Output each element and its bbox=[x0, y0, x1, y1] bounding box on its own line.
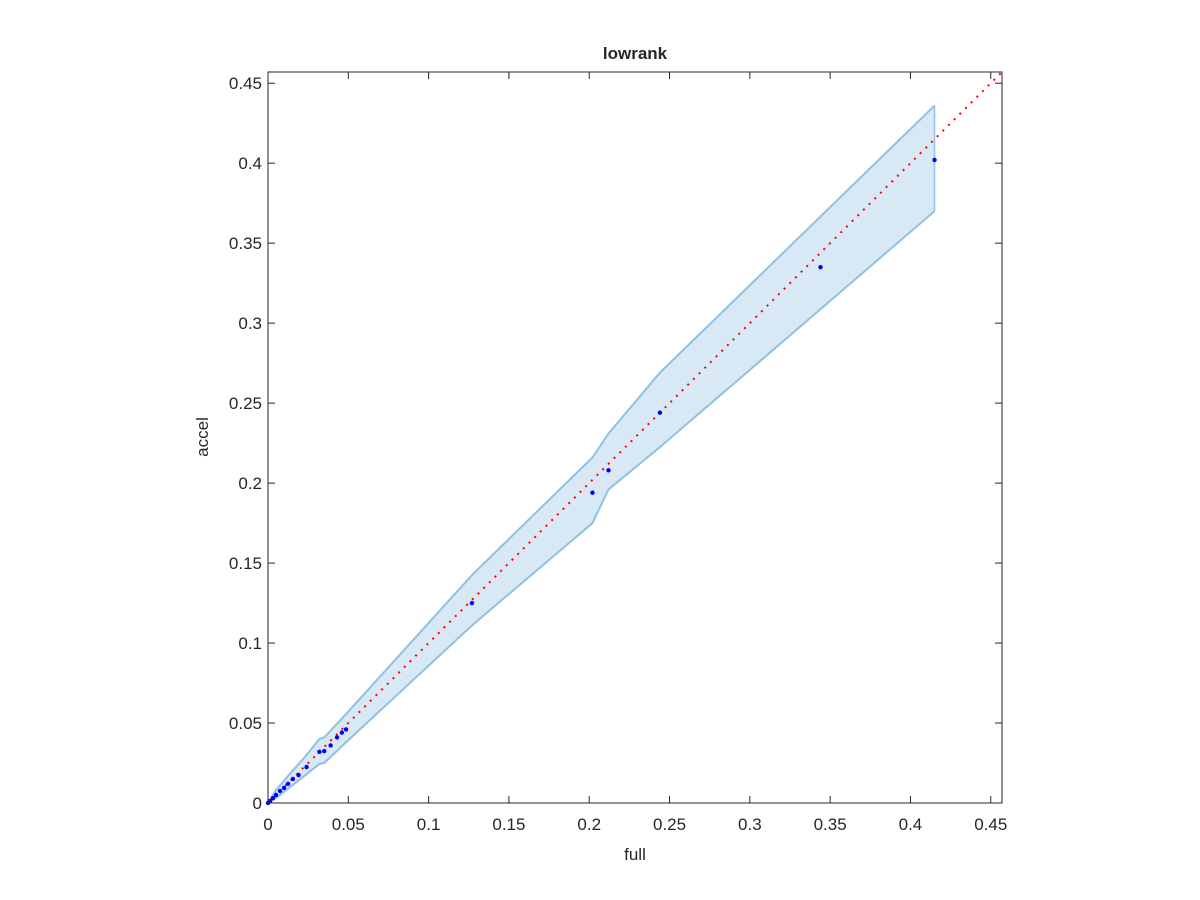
point bbox=[296, 772, 301, 778]
y-axis-label: accel bbox=[193, 417, 212, 457]
point bbox=[339, 730, 345, 735]
point bbox=[281, 785, 287, 791]
x-tick-label: 0.4 bbox=[899, 815, 923, 834]
point bbox=[285, 781, 291, 787]
x-tick-label: 0.05 bbox=[332, 815, 365, 834]
point bbox=[322, 748, 327, 754]
x-tick-label: 0.2 bbox=[577, 815, 601, 834]
x-tick-label: 0.25 bbox=[653, 815, 686, 834]
x-tick-label: 0.45 bbox=[974, 815, 1007, 834]
point bbox=[304, 764, 309, 770]
point bbox=[932, 157, 937, 163]
point bbox=[343, 727, 349, 732]
y-tick-label: 0.3 bbox=[238, 314, 262, 333]
band-area bbox=[268, 105, 935, 803]
x-tick-label: 0 bbox=[263, 815, 272, 834]
point bbox=[334, 735, 340, 740]
x-axis-label: full bbox=[624, 845, 646, 864]
point bbox=[328, 743, 333, 748]
y-tick-label: 0.05 bbox=[229, 714, 262, 733]
y-tick-label: 0.25 bbox=[229, 394, 262, 413]
point bbox=[273, 792, 279, 798]
point bbox=[277, 788, 283, 794]
point bbox=[317, 749, 322, 755]
x-tick-label: 0.1 bbox=[417, 815, 441, 834]
y-tick-label: 0 bbox=[253, 794, 262, 813]
x-tick-label: 0.3 bbox=[738, 815, 762, 834]
chart-title: lowrank bbox=[603, 44, 668, 63]
point bbox=[270, 796, 276, 801]
point bbox=[469, 600, 475, 606]
y-tick-label: 0.4 bbox=[238, 154, 262, 173]
band-lower bbox=[267, 210, 936, 804]
point bbox=[290, 776, 296, 782]
y-tick-label: 0.35 bbox=[229, 234, 262, 253]
point bbox=[606, 468, 611, 473]
x-tick-label: 0.35 bbox=[814, 815, 847, 834]
point bbox=[590, 490, 595, 495]
point bbox=[657, 410, 663, 415]
band-upper bbox=[267, 104, 936, 804]
y-tick-label: 0.2 bbox=[238, 474, 262, 493]
y-tick-label: 0.15 bbox=[229, 554, 262, 573]
x-tick-label: 0.15 bbox=[492, 815, 525, 834]
y-tick-label: 0.45 bbox=[229, 74, 262, 93]
y-tick-label: 0.1 bbox=[238, 634, 262, 653]
axes-box bbox=[267, 71, 1003, 804]
point bbox=[818, 264, 823, 270]
